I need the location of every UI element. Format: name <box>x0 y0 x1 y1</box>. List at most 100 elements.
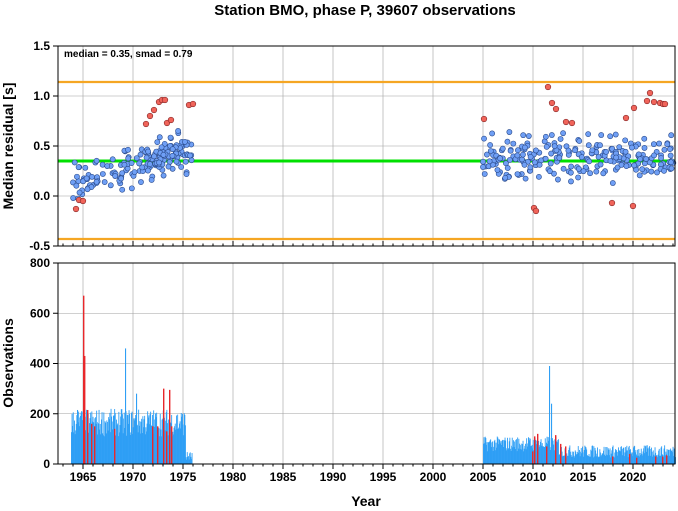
observation-bar <box>490 439 492 464</box>
observation-bar <box>513 440 514 464</box>
observation-bar <box>673 455 675 464</box>
residual-point <box>667 152 674 159</box>
observation-bar <box>100 434 102 464</box>
observation-bar <box>639 456 640 464</box>
observation-bar <box>122 414 123 464</box>
observation-bar <box>579 449 580 464</box>
observation-bar <box>522 440 524 464</box>
residual-point <box>622 137 629 144</box>
observation-bar <box>611 450 613 464</box>
observation-bar <box>612 445 614 464</box>
observation-bar <box>120 416 122 464</box>
residual-point <box>101 179 108 185</box>
observation-bar <box>155 413 156 464</box>
observation-bar <box>92 421 93 464</box>
outlier-point <box>544 83 552 91</box>
observation-bar <box>608 449 610 464</box>
residual-point <box>597 142 603 149</box>
observation-bar <box>494 439 496 464</box>
residual-point <box>543 143 550 150</box>
observation-bar <box>606 454 607 464</box>
residual-y-axis-label: Median residual [s] <box>0 83 16 210</box>
observation-bar <box>189 453 191 464</box>
residual-point <box>613 154 620 161</box>
residual-point <box>651 152 657 159</box>
observation-bar <box>527 443 529 464</box>
observation-bar <box>583 450 585 464</box>
observation-bar <box>652 456 654 464</box>
residual-point <box>607 158 614 164</box>
residual-point <box>586 158 593 165</box>
residual-point <box>104 163 111 169</box>
observation-bar <box>74 420 75 464</box>
observation-bar <box>645 446 646 464</box>
observation-bar <box>189 452 191 464</box>
residual-point <box>635 151 642 158</box>
observation-bar <box>552 438 553 464</box>
observation-bar <box>129 434 131 464</box>
observation-bar <box>622 455 624 464</box>
y-tick-label: -0.5 <box>29 239 50 253</box>
observation-bar <box>548 440 550 464</box>
observation-bar <box>522 443 523 464</box>
residual-point <box>84 186 91 193</box>
residual-point <box>504 165 511 171</box>
residual-point <box>481 171 488 177</box>
observation-bar <box>142 416 144 464</box>
observation-bar <box>612 447 613 464</box>
observation-bar <box>585 447 587 464</box>
observation-bar <box>141 433 143 464</box>
observation-bar <box>568 450 570 464</box>
observations-y-ticks: 0 200 400 600 800 <box>30 256 58 471</box>
observation-bar <box>173 427 175 464</box>
observation-bar <box>136 393 138 464</box>
observation-bar <box>139 421 141 464</box>
observation-bar <box>135 415 137 464</box>
observation-bar <box>519 443 520 464</box>
residual-point <box>547 168 553 175</box>
residual-point <box>148 177 155 183</box>
observation-bar <box>529 438 531 464</box>
x-tick-label: 2010 <box>520 470 547 484</box>
observation-bar <box>642 451 644 464</box>
residual-point <box>557 136 564 142</box>
observation-bar <box>607 448 609 464</box>
observation-bar <box>489 440 491 464</box>
residual-point <box>169 152 176 159</box>
y-tick-label: 1.5 <box>33 39 50 53</box>
observation-bar <box>587 455 589 464</box>
observation-bar <box>117 436 119 464</box>
outlier-point <box>146 112 154 120</box>
observation-bar <box>670 448 672 464</box>
observations-y-axis-label: Observations <box>0 318 16 408</box>
observation-bar <box>571 451 573 464</box>
observation-bar <box>164 417 165 464</box>
observation-bar <box>499 443 501 464</box>
observation-bar <box>643 445 645 464</box>
residual-point <box>661 167 667 174</box>
observation-bar <box>545 445 547 464</box>
observation-bar <box>613 457 615 464</box>
residual-points <box>70 83 677 215</box>
observation-bar <box>530 446 532 464</box>
observation-bar <box>627 457 629 464</box>
x-tick-label: 2000 <box>420 470 447 484</box>
residual-point <box>595 154 602 160</box>
y-tick-label: 800 <box>30 256 50 270</box>
observation-bar <box>647 448 649 464</box>
observation-bar <box>556 441 558 464</box>
observation-bar <box>111 416 113 464</box>
residual-point <box>664 141 671 148</box>
observation-bar <box>645 445 647 464</box>
observation-bar <box>76 415 78 464</box>
observation-bar <box>509 437 511 464</box>
observation-bar <box>154 426 156 464</box>
outlier-point <box>480 115 488 123</box>
residual-point <box>507 147 514 154</box>
residual-point <box>572 147 578 154</box>
observation-bar <box>586 455 588 464</box>
observation-bar <box>568 447 570 464</box>
observation-bar <box>77 409 79 464</box>
observation-bar <box>503 439 505 464</box>
observation-bar <box>583 456 585 464</box>
